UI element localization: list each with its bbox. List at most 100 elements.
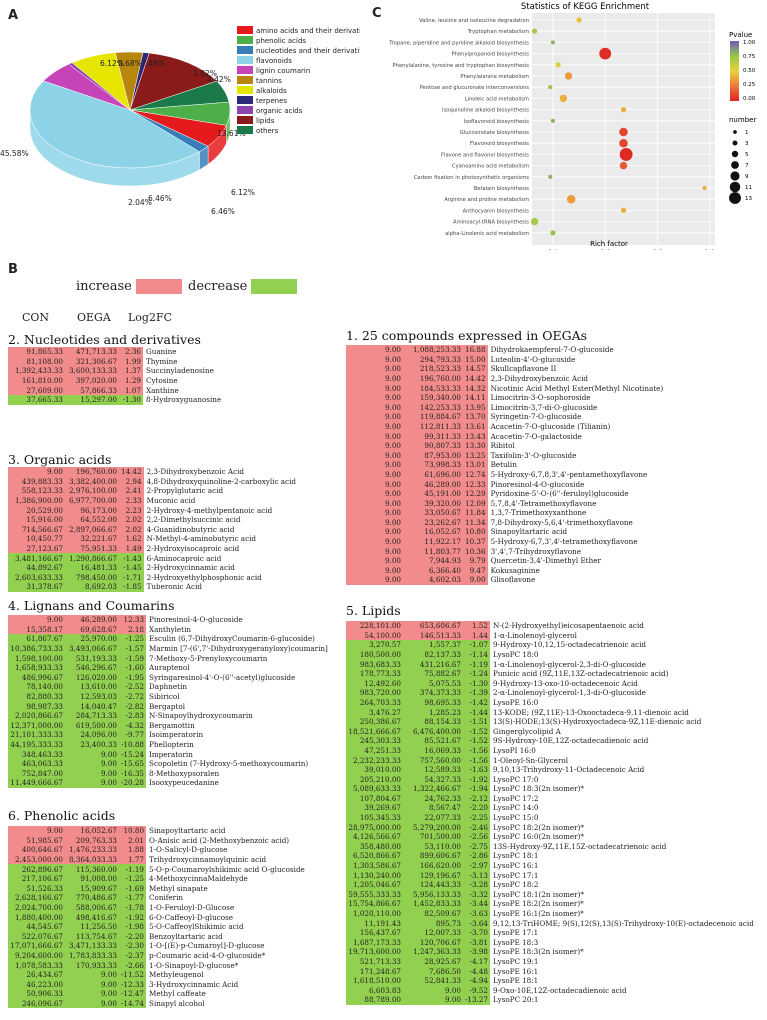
log2fc-value: -1.45 <box>119 562 144 573</box>
table-row: 26,434.67 9.00 -11.52 Methyleugenol <box>8 969 321 980</box>
data-table: 9.00 46,289.00 12.33 Pinoresinol-4-O-glucos… <box>8 615 330 788</box>
pie-slice-tannins <box>114 51 144 111</box>
table-row: 15,916.00 64,552.00 2.02 2,2-Dimethylsuccin… <box>8 514 318 525</box>
oega-value: 124,443.33 <box>403 880 463 890</box>
log2fc-value: 13.30 <box>463 440 488 451</box>
compound-name: Isooxypeucedanine <box>146 778 330 788</box>
con-value: 9.00 <box>346 440 403 451</box>
oega-value: 1,322,466.67 <box>403 784 463 794</box>
table-row: 44,892.67 16,481.33 -1.45 2-Hydroxycinnamic… <box>8 562 318 573</box>
compound-name: p-Coumaric acid-4-O-glucoside* <box>146 950 321 961</box>
number-legend-dot <box>731 150 739 158</box>
pathway-bubble <box>599 47 612 60</box>
log2fc-value: -1.71 <box>119 572 144 583</box>
con-value: 10,386,733.33 <box>8 643 65 654</box>
compound-name: 6-O-Caffeoyl-D-glucose <box>146 912 321 922</box>
oega-value: 39,320.00 <box>403 498 463 509</box>
log2fc-value: -1.14 <box>463 649 491 660</box>
oega-value: 159,340.00 <box>403 392 463 403</box>
compound-name: LysoPI 16:0 <box>490 745 756 756</box>
table-row: 3,481,166.67 1,290,866.67 -1.43 6-Aminocapr… <box>8 553 318 563</box>
con-value: 205,210.00 <box>346 774 403 785</box>
legend-label: tannins <box>256 77 282 85</box>
table-row: 6,603.83 9.00 -9.52 9-Oxo-10E,12Z-octadecad… <box>346 985 756 996</box>
con-value: 12,371,000.00 <box>8 720 65 731</box>
pathway-label: Arginine and proline metabolism <box>444 197 529 203</box>
compound-name: Acacetin-7-O-glucoside (Tilianin) <box>487 421 713 432</box>
table-row: 105,345.33 22,077.33 -2.25 LysoPC 15:0 <box>346 812 756 823</box>
oega-value: 1,247,363.33 <box>403 947 463 957</box>
con-value: 2,453,000.00 <box>8 854 65 865</box>
log2fc-value: 13.43 <box>463 431 488 441</box>
oega-value: 112,811.33 <box>403 421 463 432</box>
pie-chart: 45.58%6.12%0.68% 7.48%1.02%4.42%13.61%6.1… <box>0 26 360 215</box>
compound-name: Kokusaginine <box>487 565 713 576</box>
oega-value: 119,884.67 <box>403 412 463 422</box>
col-header-con: CON <box>22 311 50 324</box>
table-row: 983,720.00 374,373.33 -1.39 2-α-Linolenoyl-… <box>346 688 756 698</box>
oega-value: 9.00 <box>65 768 119 779</box>
oega-value: 498,416.67 <box>65 912 119 922</box>
table-row: 205,210.00 54,327.33 -1.92 LysoPC 17:0 <box>346 774 756 785</box>
compound-name: 4,8-Dihydroxyquinoline-2-carboxylic acid <box>143 476 318 487</box>
oega-value: 374,373.33 <box>403 688 463 698</box>
con-value: 37,665.33 <box>8 394 65 405</box>
table-row: 9.00 6,366.40 9.47 Kokusaginine <box>346 565 713 576</box>
table-row: 171,248.67 7,686.50 -4.48 LysoPE 16:1 <box>346 966 756 976</box>
compound-name: Limocitrin-3-O-sophoroside <box>487 392 713 403</box>
table-row: 9.00 1,088,253.33 16.88 Dihydrokaempferol-7… <box>346 345 713 355</box>
log2fc-value: 12.09 <box>463 498 488 509</box>
table-row: 46,223.00 9.00 -12.33 3-Hydroxycinnamic Aci… <box>8 979 321 990</box>
section-title: 4. Lignans and Coumarins <box>8 598 175 613</box>
con-value: 15,916.00 <box>8 514 65 525</box>
data-table: 9.00 196,760.00 14.42 2,3-Dihydroxybenzoic … <box>8 467 318 592</box>
oega-value: 23,262.67 <box>403 517 463 528</box>
table-row: 9.00 218,523.33 14.57 Skullcapflavone II <box>346 364 713 374</box>
oega-value: 166,620.00 <box>403 860 463 871</box>
oega-value: 531,193.33 <box>65 653 119 663</box>
table-row: 1,618,510.00 52,841.33 -4.94 LysoPE 18:1 <box>346 975 756 986</box>
pie-percent-label: 4.42% <box>207 75 231 84</box>
con-value: 1,386,900.00 <box>8 495 65 506</box>
con-value: 178,773.33 <box>346 668 403 679</box>
con-value: 486,996.67 <box>8 672 65 683</box>
oega-value: 1,285.23 <box>403 707 463 717</box>
oega-value: 653,606.67 <box>403 621 463 631</box>
legend-increase: increase <box>76 279 182 294</box>
pathway-label: Isoquinoline alkaloid biosynthesis <box>442 108 529 114</box>
legend-swatch <box>237 26 253 34</box>
log2fc-value: -1.63 <box>463 764 491 775</box>
log2fc-value: -2.20 <box>463 803 491 813</box>
pie-percent-label: 6.12% <box>100 59 124 68</box>
pathway-bubble <box>620 207 627 213</box>
log2fc-value: 12.33 <box>119 615 147 625</box>
table-row: 9.00 46,289.00 12.33 Pinoresinol-4-O-glucos… <box>8 615 330 625</box>
table-row: 264,703.33 98,695.33 -1.42 LysoPE 16:0 <box>346 697 756 708</box>
oega-value: 11,922.17 <box>403 536 463 547</box>
compound-name: LysoPC 18:0 <box>490 649 756 660</box>
table-row: 9.00 184,533.33 14.32 Nicotinic Acid Methyl… <box>346 383 713 393</box>
legend-label: terpenes <box>256 97 287 105</box>
con-value: 1,880,400.00 <box>8 912 65 922</box>
table-row: 9.00 61,696.00 12.74 5-Hydroxy-6,7,8,3',4'-… <box>346 469 713 480</box>
number-legend-dot <box>732 140 738 146</box>
oega-value: 184,533.33 <box>403 383 463 393</box>
oega-value: 9.00 <box>403 995 463 1005</box>
pathway-bubble <box>559 94 568 103</box>
con-value: 358,480.00 <box>346 841 403 852</box>
compound-name: 13S-Hydroxy-9Z,11E,15Z-octadecatrienoic … <box>490 841 756 852</box>
oega-value: 14,040.47 <box>65 701 119 711</box>
oega-value: 15,297.00 <box>65 394 119 405</box>
log2fc-value: -2.37 <box>119 950 147 961</box>
oega-value: 96,173.00 <box>65 505 119 515</box>
table-row: 51,985.67 209,763.33 2.01 O-Anisic acid (2-… <box>8 835 321 846</box>
table-row: 2,603,633.33 798,450.00 -1.71 2-Hydroxyethy… <box>8 572 318 583</box>
table-row: 11,449,666.67 9.00 -20.28 Isooxypeucedanine <box>8 778 330 788</box>
con-value: 9.00 <box>346 556 403 566</box>
compound-name: 1-O-Salicyl-D-glucose <box>146 845 321 855</box>
log2fc-value: -2.83 <box>119 710 147 721</box>
compound-name: N-Sinapoylhydroxycoumarin <box>146 710 330 721</box>
log2fc-value: -1.19 <box>463 659 491 669</box>
oega-value: 3,600,133.33 <box>65 366 119 376</box>
con-value: 12,492.60 <box>346 678 403 689</box>
